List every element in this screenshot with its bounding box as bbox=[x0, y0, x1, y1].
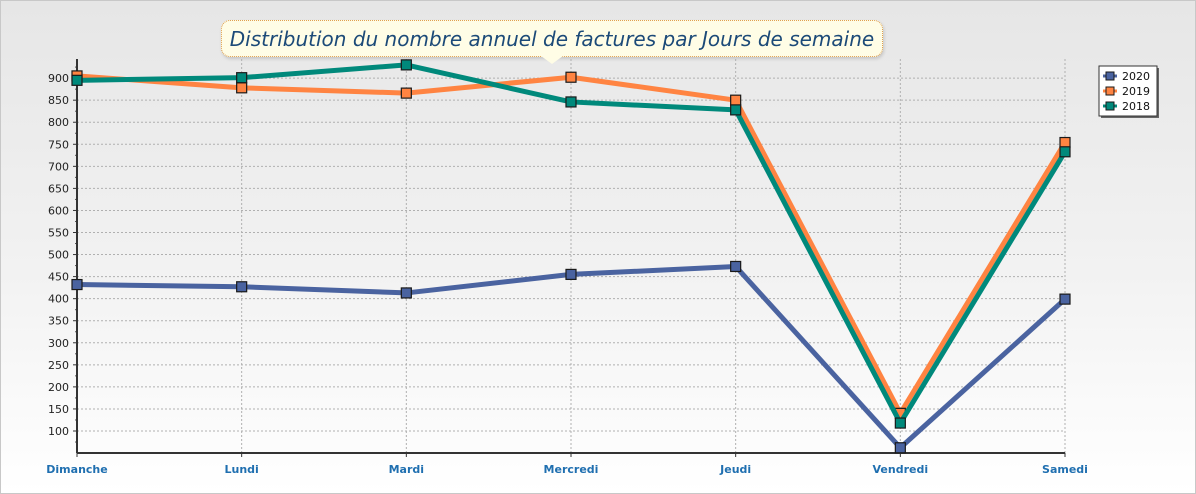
x-tick-label: Mardi bbox=[389, 463, 424, 476]
data-point bbox=[565, 96, 577, 108]
series-2018 bbox=[71, 59, 1071, 429]
data-point bbox=[730, 260, 742, 273]
y-tick-label: 150 bbox=[48, 403, 69, 416]
y-tick-label: 400 bbox=[48, 293, 69, 306]
legend-label: 2018 bbox=[1122, 100, 1150, 113]
x-tick-label: Mercredi bbox=[544, 463, 599, 476]
y-tick-label: 100 bbox=[48, 425, 69, 438]
axis-layer: 100 150 200 250 300 350 400 450 500 550 600 650 700 7… bbox=[46, 59, 1088, 476]
data-point bbox=[400, 87, 412, 99]
chart-title-box: Distribution du nombre annuel de facture… bbox=[221, 20, 883, 57]
data-point bbox=[71, 278, 83, 291]
series-layer bbox=[71, 59, 1071, 454]
data-point bbox=[236, 281, 248, 293]
legend-swatch-marker bbox=[1105, 86, 1115, 96]
x-tick-label: Jeudi bbox=[719, 463, 751, 476]
y-tick-label: 300 bbox=[48, 337, 69, 350]
data-point bbox=[1059, 146, 1071, 158]
data-point bbox=[71, 74, 83, 86]
x-tick-label: Dimanche bbox=[46, 463, 107, 476]
chart-title: Distribution du nombre annuel de facture… bbox=[229, 26, 875, 51]
x-tick-label: Vendredi bbox=[873, 463, 929, 476]
x-tick-label: Samedi bbox=[1042, 463, 1088, 476]
data-point bbox=[894, 417, 906, 429]
legend-swatch-marker bbox=[1105, 71, 1115, 81]
y-tick-label: 600 bbox=[48, 204, 69, 217]
y-tick-label: 250 bbox=[48, 359, 69, 372]
data-point bbox=[400, 287, 412, 299]
y-tick-label: 750 bbox=[48, 138, 69, 151]
legend-label: 2020 bbox=[1122, 70, 1150, 83]
x-tick-label: Lundi bbox=[225, 463, 259, 476]
y-tick-label: 850 bbox=[48, 94, 69, 107]
data-point bbox=[730, 104, 742, 116]
data-point bbox=[894, 442, 906, 454]
data-point bbox=[236, 72, 248, 84]
y-tick-label: 200 bbox=[48, 381, 69, 394]
legend-swatch-marker bbox=[1105, 101, 1115, 111]
y-tick-label: 800 bbox=[48, 116, 69, 129]
y-tick-label: 350 bbox=[48, 315, 69, 328]
data-point bbox=[565, 268, 577, 281]
y-tick-label: 500 bbox=[48, 249, 69, 262]
data-point bbox=[1059, 293, 1071, 305]
title-pointer bbox=[541, 56, 563, 64]
data-point bbox=[730, 94, 742, 106]
series-2020 bbox=[71, 260, 1071, 454]
data-point bbox=[1059, 136, 1071, 149]
y-tick-label: 550 bbox=[48, 227, 69, 240]
y-tick-label: 900 bbox=[48, 72, 69, 85]
y-tick-label: 700 bbox=[48, 160, 69, 173]
legend-label: 2019 bbox=[1122, 85, 1150, 98]
data-point bbox=[565, 71, 577, 83]
y-tick-label: 450 bbox=[48, 271, 69, 284]
y-tick-label: 650 bbox=[48, 182, 69, 195]
data-point bbox=[400, 59, 412, 71]
legend: 2020 2019 2018 bbox=[1098, 65, 1159, 118]
data-point bbox=[236, 82, 248, 94]
